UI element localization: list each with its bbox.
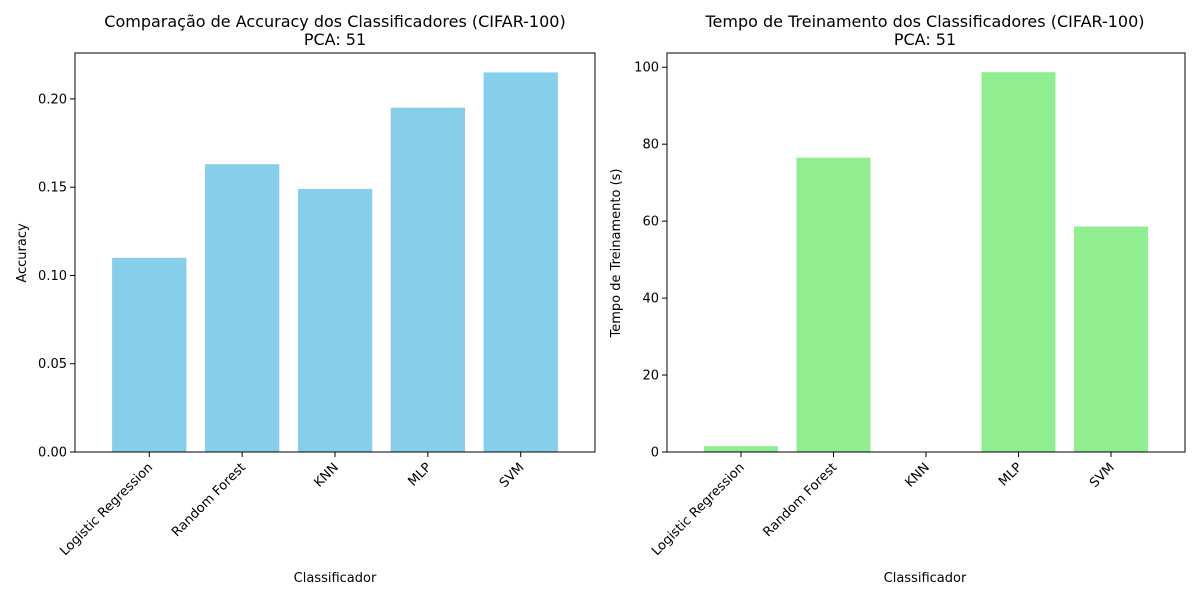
training-time-bar <box>704 446 778 452</box>
training-time-y-tick-label: 40 <box>642 292 659 307</box>
accuracy-bar <box>483 72 558 453</box>
accuracy-bar <box>297 188 373 452</box>
accuracy-bar <box>390 107 465 452</box>
accuracy-y-tick-label: 0.10 <box>38 269 67 284</box>
accuracy-y-tick-label: 0.15 <box>38 181 67 196</box>
training-time-bar <box>796 157 871 452</box>
training-time-y-tick-label: 60 <box>642 215 659 230</box>
accuracy-chart-title: Comparação de Accuracy dos Classificador… <box>104 12 565 31</box>
accuracy-y-tick-label: 0.00 <box>38 446 67 461</box>
training-time-chart-title: Tempo de Treinamento dos Classificadores… <box>704 12 1144 31</box>
training-time-bar <box>981 72 1056 452</box>
training-time-bar <box>1074 226 1148 452</box>
training-time-chart-subtitle: PCA: 51 <box>894 30 956 49</box>
accuracy-y-tick-label: 0.20 <box>38 92 67 107</box>
accuracy-chart-subtitle: PCA: 51 <box>304 30 366 49</box>
accuracy-y-axis-label: Accuracy <box>15 223 30 283</box>
training-time-y-tick-label: 100 <box>634 61 659 76</box>
training-time-y-tick-label: 20 <box>642 369 659 384</box>
accuracy-bar <box>112 257 187 452</box>
accuracy-y-tick-label: 0.05 <box>38 357 67 372</box>
accuracy-bar <box>205 164 280 452</box>
training-time-y-tick-label: 80 <box>642 138 659 153</box>
training-time-y-tick-label: 0 <box>651 446 659 461</box>
accuracy-x-axis-label: Classificador <box>294 571 377 586</box>
training-time-x-axis-label: Classificador <box>884 571 967 586</box>
training-time-y-axis-label: Tempo de Treinamento (s) <box>609 168 624 338</box>
